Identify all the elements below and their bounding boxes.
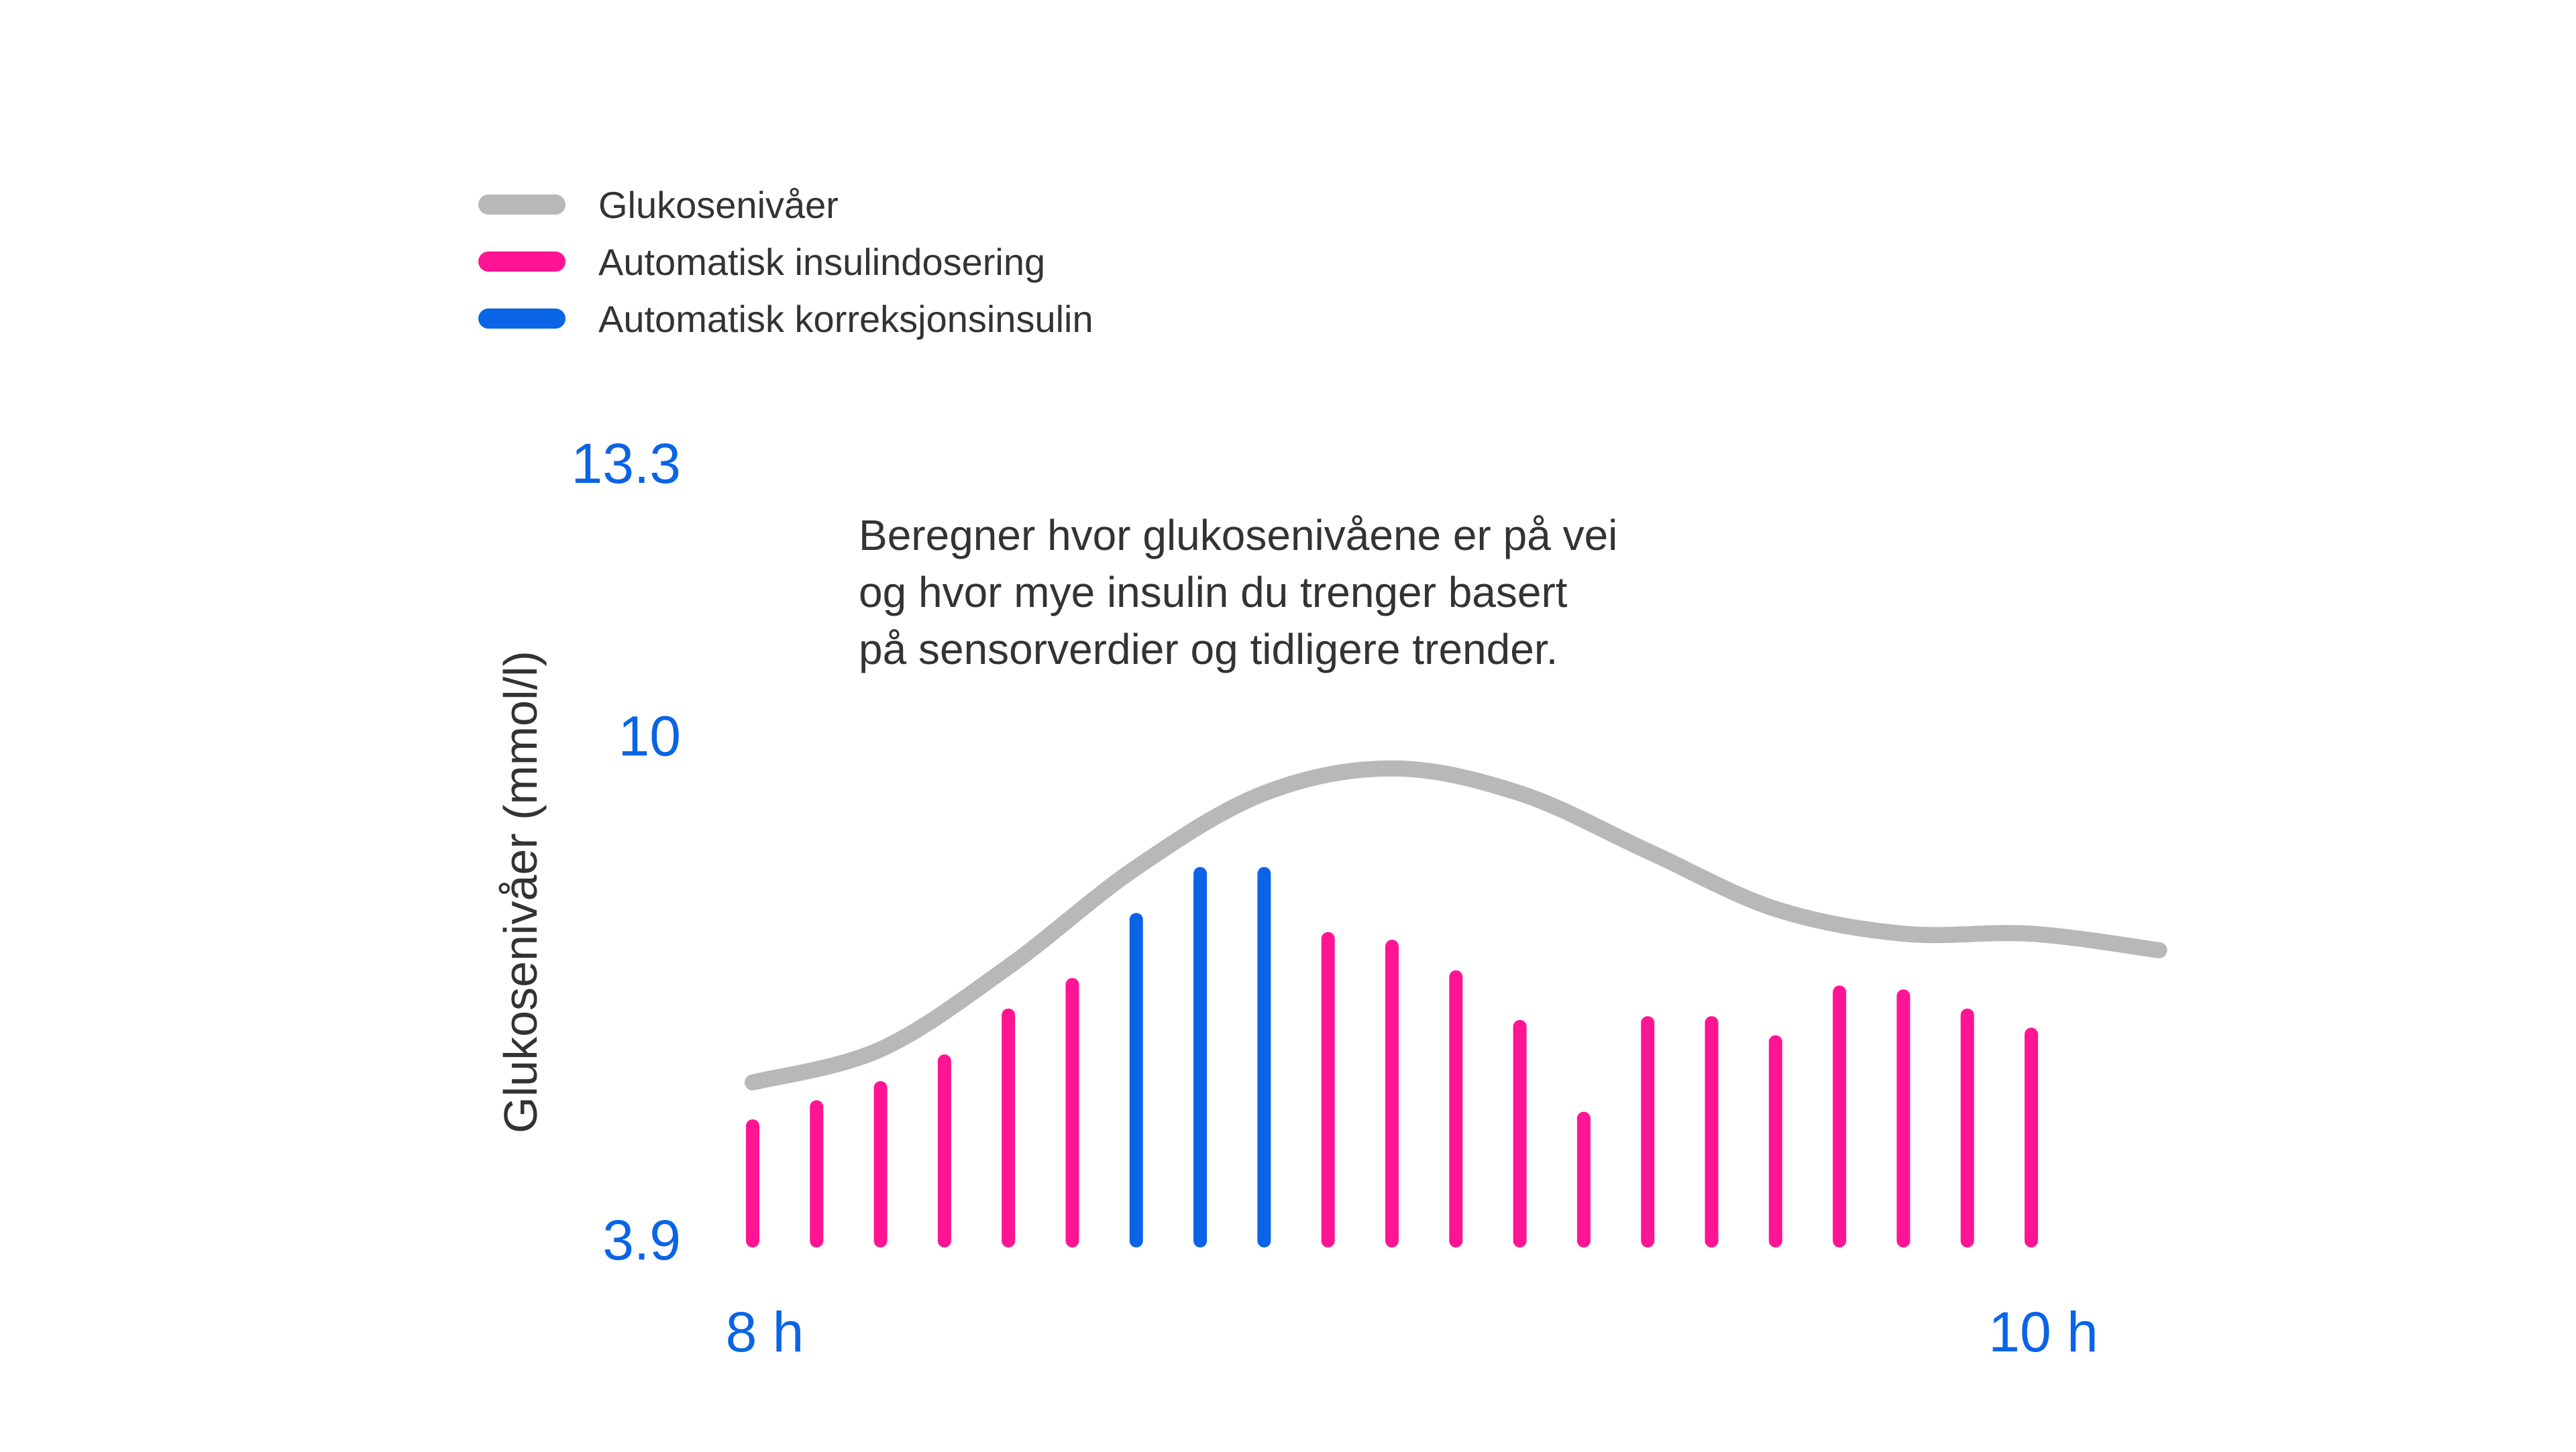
y-axis-label: Glukosenivåer (mmol/l) [494,651,547,1133]
y-tick-label-1: 13.3 [572,432,682,495]
glucose-line [745,760,2167,1091]
y-tick-label-2: 10 [619,705,681,768]
legend-label-3: Automatisk korreksjonsinsulin [598,298,1093,340]
annotation-line-1: Beregner hvor glukosenivåene er på vei [859,511,1617,559]
x-tick-label-2: 10 h [1988,1300,2098,1363]
annotation-line-2: og hvor mye insulin du trenger basert [859,568,1568,616]
legend-label-1: Glukosenivåer [598,184,839,226]
y-tick-label-3: 3.9 [602,1209,681,1272]
x-tick-label-1: 8 h [726,1300,804,1363]
legend-label-2: Automatisk insulindosering [598,241,1045,283]
annotation-line-3: på sensorverdier og tidligere trender. [859,625,1558,673]
